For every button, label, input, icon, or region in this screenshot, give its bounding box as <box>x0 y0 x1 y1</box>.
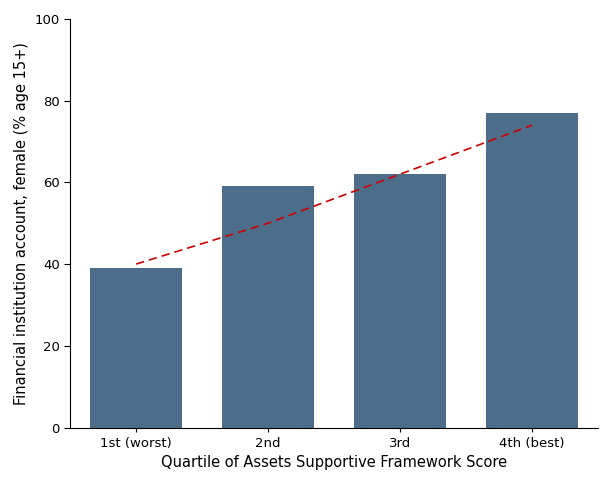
Bar <box>354 174 446 427</box>
Y-axis label: Financial institution account, female (% age 15+): Financial institution account, female (%… <box>14 42 29 405</box>
Bar <box>222 186 315 427</box>
Bar <box>90 268 182 427</box>
Bar <box>486 113 578 427</box>
X-axis label: Quartile of Assets Supportive Framework Score: Quartile of Assets Supportive Framework … <box>161 455 507 470</box>
